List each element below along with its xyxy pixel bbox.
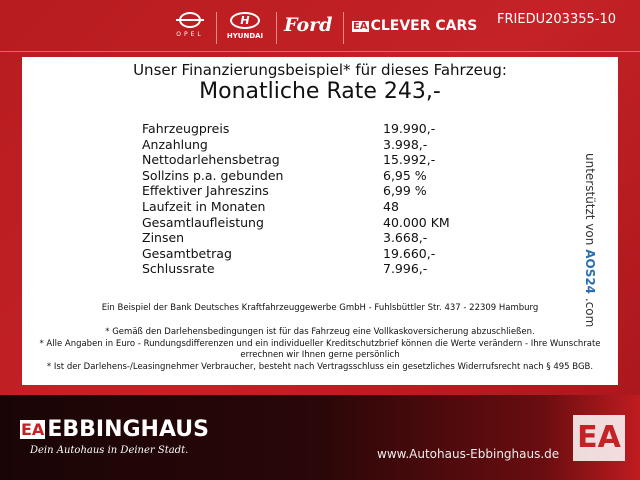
divider (276, 12, 277, 44)
table-row: Anzahlung 3.998,- (142, 137, 450, 153)
row-value: 40.000 KM (383, 214, 450, 230)
ea-icon: EA (352, 20, 369, 32)
row-label: Fahrzeugpreis (142, 121, 230, 136)
financing-table: Fahrzeugpreis 19.990,- Anzahlung 3.998,- Net… (142, 121, 450, 277)
row-value: 7.996,- (383, 261, 428, 277)
ebbinghaus-name: EBBINGHAUS (47, 417, 210, 442)
clever-cars-label: CLEVER CARS (370, 18, 478, 34)
bank-note: Ein Beispiel der Bank Deutsches Kraftfah… (101, 303, 539, 313)
row-value: 3.998,- (383, 136, 428, 152)
row-value: 19.660,- (383, 245, 436, 261)
reference-number: FRIEDU203355-10 (497, 12, 616, 27)
row-value: 48 (383, 198, 399, 214)
clever-cars-logo: EA CLEVER CARS (352, 18, 477, 34)
ea-large-icon: EA (573, 415, 625, 461)
website-link[interactable]: www.Autohaus-Ebbinghaus.de (377, 447, 560, 461)
row-value: 19.990,- (383, 121, 436, 136)
row-value: 3.668,- (383, 230, 428, 246)
opel-logo: OPEL (170, 12, 210, 38)
note-amounts: * Alle Angaben in Euro - Rundungsdiffere… (39, 339, 601, 360)
row-label: Effektiver Jahreszins (142, 183, 269, 199)
note-insurance: * Gemäß den Darlehensbedingungen ist für… (105, 327, 535, 337)
row-label: Laufzeit in Monaten (142, 198, 266, 214)
table-row: Sollzins p.a. gebunden 6,95 % (142, 168, 450, 184)
slogan: Dein Autohaus in Deiner Stadt. (30, 445, 189, 456)
table-row: Schlussrate 7.996,- (142, 261, 450, 277)
row-value: 15.992,- (383, 152, 436, 168)
table-row: Fahrzeugpreis 19.990,- (142, 121, 450, 137)
row-label: Zinsen (142, 230, 185, 246)
aos24-logo: AOS24 (583, 249, 597, 295)
opel-label: OPEL (176, 31, 204, 38)
row-label: Gesamtlaufleistung (142, 214, 264, 230)
table-row: Gesamtbetrag 19.660,- (142, 246, 450, 262)
ebbinghaus-logo: EA EBBINGHAUS (20, 417, 209, 442)
financing-title: Unser Finanzierungsbeispiel* für dieses … (133, 61, 507, 79)
table-row: Laufzeit in Monaten 48 (142, 199, 450, 215)
hyundai-label: HYUNDAI (226, 32, 264, 40)
table-row: Effektiver Jahreszins 6,99 % (142, 183, 450, 199)
note-revocation: * Ist der Darlehens-/Leasingnehmer Verbr… (46, 362, 594, 372)
row-value: 6,95 % (383, 167, 427, 183)
divider (343, 12, 344, 44)
monthly-rate: Monatliche Rate 243,- (199, 79, 441, 104)
row-label: Nettodarlehensbetrag (142, 152, 280, 168)
row-label: Gesamtbetrag (142, 245, 232, 261)
table-row: Zinsen 3.668,- (142, 230, 450, 246)
ford-logo: Ford (284, 14, 333, 36)
hyundai-logo: H HYUNDAI (226, 12, 264, 40)
supported-by-label: unterstützt von (583, 153, 597, 246)
row-label: Sollzins p.a. gebunden (142, 167, 284, 183)
row-label: Schlussrate (142, 261, 215, 277)
financing-panel: Unser Finanzierungsbeispiel* für dieses … (22, 57, 618, 385)
row-label: Anzahlung (142, 136, 208, 152)
header: OPEL H HYUNDAI Ford EA CLEVER CARS FRIEDU2… (0, 0, 640, 52)
table-row: Nettodarlehensbetrag 15.992,- (142, 152, 450, 168)
table-row: Gesamtlaufleistung 40.000 KM (142, 215, 450, 231)
divider (216, 12, 217, 44)
row-value: 6,99 % (383, 183, 427, 199)
footer-banner: EA EBBINGHAUS Dein Autohaus in Deiner Sta… (0, 395, 640, 480)
ea-icon: EA (20, 420, 46, 439)
